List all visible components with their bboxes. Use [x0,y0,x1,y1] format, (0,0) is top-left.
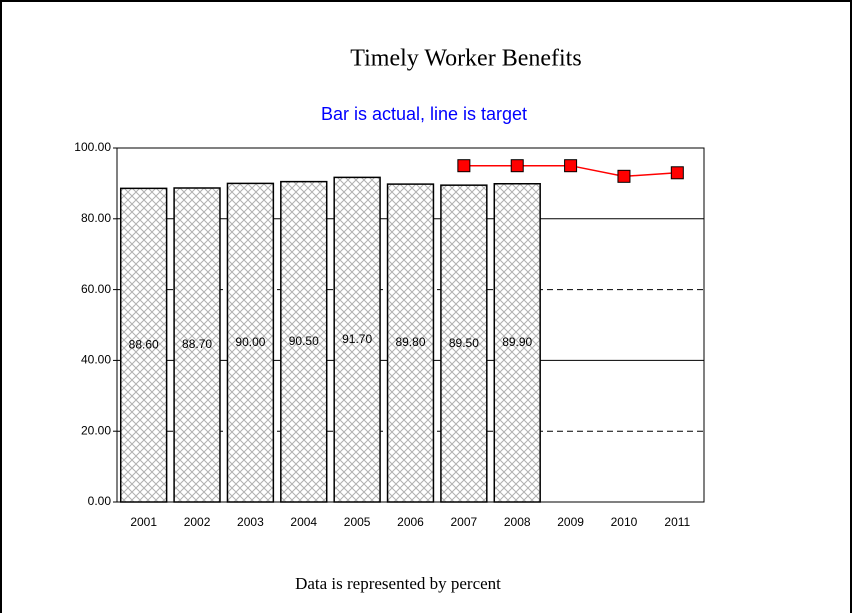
footnote: Data is represented by percent [295,574,501,593]
x-tick-label: 2008 [504,515,531,529]
bar [119,187,168,503]
value-label: 88.70 [182,337,212,351]
y-tick-label: 0.00 [88,494,112,508]
target-marker [670,166,684,180]
x-tick-label: 2007 [451,515,478,529]
value-label: 89.50 [449,336,479,350]
target-marker [510,159,524,173]
value-label: 89.80 [395,335,425,349]
y-tick-label: 80.00 [81,211,111,225]
x-tick-label: 2001 [130,515,157,529]
bar [440,184,488,503]
bar [493,183,541,503]
bar [333,176,381,503]
bar [173,187,221,503]
target-marker [457,159,471,173]
x-tick-label: 2006 [397,515,424,529]
target-marker [564,159,578,173]
value-label: 90.00 [235,335,265,349]
x-tick-label: 2009 [557,515,584,529]
value-label: 90.50 [289,334,319,348]
x-tick-label: 2005 [344,515,371,529]
bar [226,182,275,503]
x-tick-label: 2003 [237,515,264,529]
value-label: 89.90 [502,335,532,349]
y-tick-label: 20.00 [81,423,111,437]
y-tick-label: 60.00 [81,282,111,296]
bar [386,183,435,503]
value-label: 91.70 [342,332,372,346]
y-tick-label: 40.00 [81,353,111,367]
chart-subtitle: Bar is actual, line is target [321,104,527,124]
bar [280,180,328,503]
target-marker [617,169,631,183]
x-tick-label: 2002 [184,515,211,529]
y-tick-label: 100.00 [74,140,111,154]
x-tick-label: 2011 [664,515,690,529]
x-tick-label: 2004 [290,515,317,529]
chart-title: Timely Worker Benefits [350,46,581,72]
x-tick-label: 2010 [611,515,638,529]
value-label: 88.60 [129,337,159,351]
